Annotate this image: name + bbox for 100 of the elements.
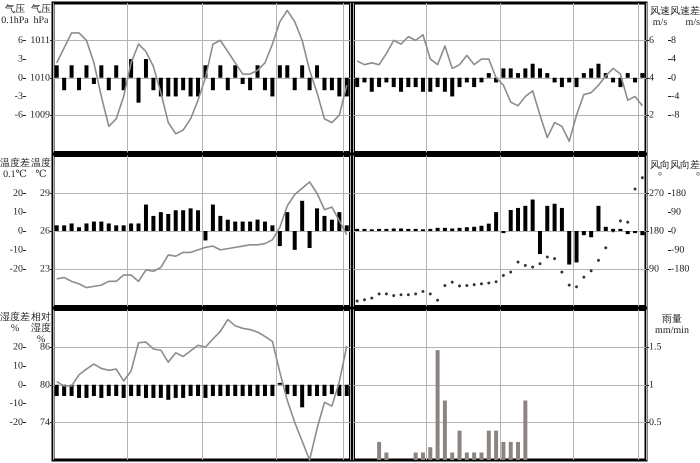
bar <box>330 78 334 90</box>
bar <box>233 65 238 78</box>
y2-tick-label: 0 <box>18 72 23 84</box>
point <box>596 258 600 262</box>
bar <box>106 78 111 90</box>
bar <box>501 442 506 460</box>
y2-axis-title: 温度差 0.1℃ <box>0 157 30 180</box>
bar <box>151 78 156 90</box>
y2-tick-label: -20 <box>10 416 23 428</box>
bar <box>486 224 491 231</box>
point <box>370 296 374 300</box>
bar <box>582 231 586 236</box>
bar <box>626 73 630 78</box>
bar <box>538 68 542 78</box>
bar <box>308 78 312 90</box>
bar <box>414 452 418 460</box>
bar <box>144 59 148 78</box>
line-series <box>56 318 348 461</box>
y2-axis-title: 风速差 m/s <box>670 5 700 28</box>
bar <box>442 78 447 92</box>
point <box>406 293 410 296</box>
bar <box>256 220 260 231</box>
y-tick-label: 180 <box>649 226 664 236</box>
y-axis-title: 气压 hPa <box>31 3 51 26</box>
y2-tick-label: 10 <box>13 360 23 372</box>
bar <box>344 225 349 231</box>
bar <box>523 68 528 78</box>
bar <box>92 222 96 231</box>
bar <box>370 78 374 92</box>
y-tick-label: 1010 <box>30 72 50 84</box>
point <box>458 284 462 288</box>
bar <box>436 350 440 460</box>
point <box>392 294 396 298</box>
bar <box>278 65 282 78</box>
y-axis-title: 风向 ° <box>650 159 670 182</box>
y-axis-title: 温度 ℃ <box>31 157 51 180</box>
point <box>634 188 637 191</box>
bar <box>399 78 404 92</box>
bar <box>62 225 66 231</box>
point <box>524 264 527 267</box>
bar <box>248 78 252 90</box>
bar <box>114 65 118 78</box>
point <box>568 284 571 287</box>
bar <box>315 208 320 231</box>
bar <box>464 452 469 460</box>
bar <box>151 216 156 231</box>
bar <box>508 210 513 231</box>
point <box>362 298 366 302</box>
bar <box>77 78 82 90</box>
bar <box>450 78 454 96</box>
bar <box>174 210 178 231</box>
bar <box>196 210 200 231</box>
y-tick-label: 0.5 <box>649 416 662 428</box>
bar <box>523 206 528 231</box>
y2-tick-label: -90 <box>671 244 684 256</box>
bar <box>300 200 304 231</box>
point <box>450 280 454 284</box>
bar <box>414 78 418 88</box>
bar <box>158 212 163 231</box>
bar <box>248 222 252 231</box>
line-series <box>56 181 348 288</box>
bar <box>589 231 594 238</box>
bar <box>278 231 282 246</box>
bar <box>322 216 326 231</box>
bar <box>285 212 290 231</box>
y2-tick-label: -4 <box>671 90 680 102</box>
bar <box>355 78 360 88</box>
y-tick-label: 29 <box>40 188 50 199</box>
bar <box>582 73 586 78</box>
bar <box>203 231 208 240</box>
bar <box>292 231 297 250</box>
bar <box>99 222 104 231</box>
bar <box>450 228 454 231</box>
bar <box>596 64 600 78</box>
bar <box>479 226 484 231</box>
y2-tick-label: 10 <box>13 206 23 218</box>
bar <box>270 78 274 96</box>
y2-tick-label: -8 <box>671 110 680 121</box>
y2-tick-label: 4 <box>671 54 676 65</box>
bar <box>574 78 579 88</box>
y-tick-label: 74 <box>40 416 50 428</box>
bar <box>210 204 215 231</box>
y2-tick-label: 20 <box>13 188 23 199</box>
y2-tick-label: -6 <box>14 110 23 121</box>
y-tick-label: 1009 <box>30 110 50 121</box>
bar <box>552 204 557 231</box>
bar <box>308 231 312 248</box>
bar <box>218 65 222 78</box>
point <box>516 260 520 264</box>
y2-tick-label: -20 <box>10 263 23 274</box>
bar <box>144 204 148 231</box>
bar <box>122 225 126 231</box>
y-tick-label: 23 <box>40 263 50 274</box>
y-tick-label: 80 <box>40 379 50 390</box>
point <box>480 282 483 286</box>
y2-tick-label: -10 <box>10 244 23 256</box>
point <box>618 219 622 222</box>
bar <box>240 222 245 231</box>
point <box>378 292 381 296</box>
point <box>590 269 593 272</box>
